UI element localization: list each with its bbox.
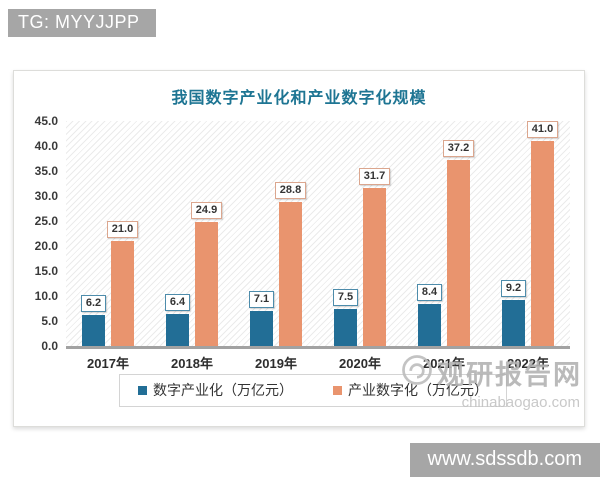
x-axis-tick-label: 2019年: [255, 356, 297, 371]
bar: [111, 241, 134, 346]
x-axis-labels: 2017年 2018年 2019年 2020年 2021年 2022年: [66, 353, 570, 372]
value-label: 9.2: [500, 280, 527, 297]
y-axis-tick-label: 10.0: [34, 289, 58, 303]
legend-swatch: [333, 385, 342, 395]
bottom-banner: www.sdssdb.com: [409, 443, 600, 477]
bar: [250, 310, 273, 346]
y-axis-tick-label: 15.0: [34, 264, 58, 279]
chart-panel: 我国数字产业化和产业数字化规模 0.0 5.0 10.0 15.0 20.0 25.0 30…: [13, 70, 585, 427]
y-axis-tick-label: 25.0: [34, 214, 58, 228]
bar-group: 6.2 21.0: [66, 121, 150, 346]
value-label: 7.5: [332, 288, 359, 306]
bar: [363, 187, 386, 346]
value-label: 37.2: [442, 140, 475, 157]
legend: 数字产业化（万亿元） 产业数字化（万亿元）: [119, 374, 507, 407]
legend-label: 数字产业化（万亿元）: [153, 382, 293, 398]
bar-with-label: 7.1: [248, 121, 275, 346]
value-label: 8.4: [416, 284, 443, 301]
bar-with-label: 7.5: [332, 121, 359, 346]
value-label: 24.9: [190, 201, 223, 219]
legend-label: 产业数字化（万亿元）: [348, 382, 488, 398]
legend-item: 产业数字化（万亿元）: [333, 380, 488, 400]
bar: [166, 314, 189, 346]
bar-with-label: 31.7: [358, 121, 391, 346]
bar-group: 7.1 28.8: [234, 121, 318, 346]
x-axis-tick-label: 2020年: [339, 356, 381, 371]
value-label: 6.2: [80, 295, 107, 312]
bar: [195, 221, 218, 346]
value-label: 31.7: [358, 167, 391, 185]
bar-group: 6.4 24.9: [150, 121, 234, 346]
x-axis-tick-label: 2018年: [171, 356, 213, 371]
bar-with-label: 41.0: [526, 121, 559, 346]
y-axis-tick-label: 0.0: [41, 339, 58, 353]
bar-with-label: 37.2: [442, 121, 475, 346]
legend-item: 数字产业化（万亿元）: [138, 380, 293, 400]
bar-with-label: 6.2: [80, 121, 107, 346]
top-banner: TG: MYYJJPP: [8, 9, 156, 37]
bar-with-label: 6.4: [164, 121, 191, 346]
value-label: 21.0: [106, 221, 139, 238]
legend-swatch: [138, 385, 147, 395]
plot-area: 0.0 5.0 10.0 15.0 20.0 25.0 30.0 35.0 40.0 45.0 6.…: [35, 114, 570, 353]
bar: [531, 141, 554, 346]
bar: [334, 308, 357, 346]
y-axis-tick-label: 20.0: [34, 239, 58, 253]
bar-group: 9.2 41.0: [486, 121, 570, 346]
bar: [418, 304, 441, 346]
y-axis-tick-label: 40.0: [34, 139, 58, 153]
bar: [447, 160, 470, 346]
bar-with-label: 8.4: [416, 121, 443, 346]
value-label: 41.0: [526, 121, 559, 138]
chart-title: 我国数字产业化和产业数字化规模: [171, 90, 427, 107]
value-label: 7.1: [248, 290, 275, 308]
bar: [502, 300, 525, 346]
bar: [82, 315, 105, 346]
x-axis-tick-label: 2021年: [423, 356, 465, 371]
y-axis-tick-label: 30.0: [34, 189, 58, 204]
bar: [279, 202, 302, 346]
bar-group: 7.5 31.7: [318, 121, 402, 346]
value-label: 6.4: [164, 294, 191, 311]
y-axis-tick-label: 5.0: [41, 314, 58, 328]
y-axis-tick-label: 35.0: [34, 164, 58, 178]
x-axis-tick-label: 2022年: [507, 356, 549, 371]
y-axis-tick-label: 45.0: [34, 114, 58, 128]
value-label: 28.8: [274, 182, 307, 199]
x-axis-tick-label: 2017年: [87, 356, 129, 371]
bar-with-label: 28.8: [274, 121, 307, 346]
bar-with-label: 21.0: [106, 121, 139, 346]
bar-group: 8.4 37.2: [402, 121, 486, 346]
bar-with-label: 9.2: [500, 121, 527, 346]
bar-with-label: 24.9: [190, 121, 223, 346]
